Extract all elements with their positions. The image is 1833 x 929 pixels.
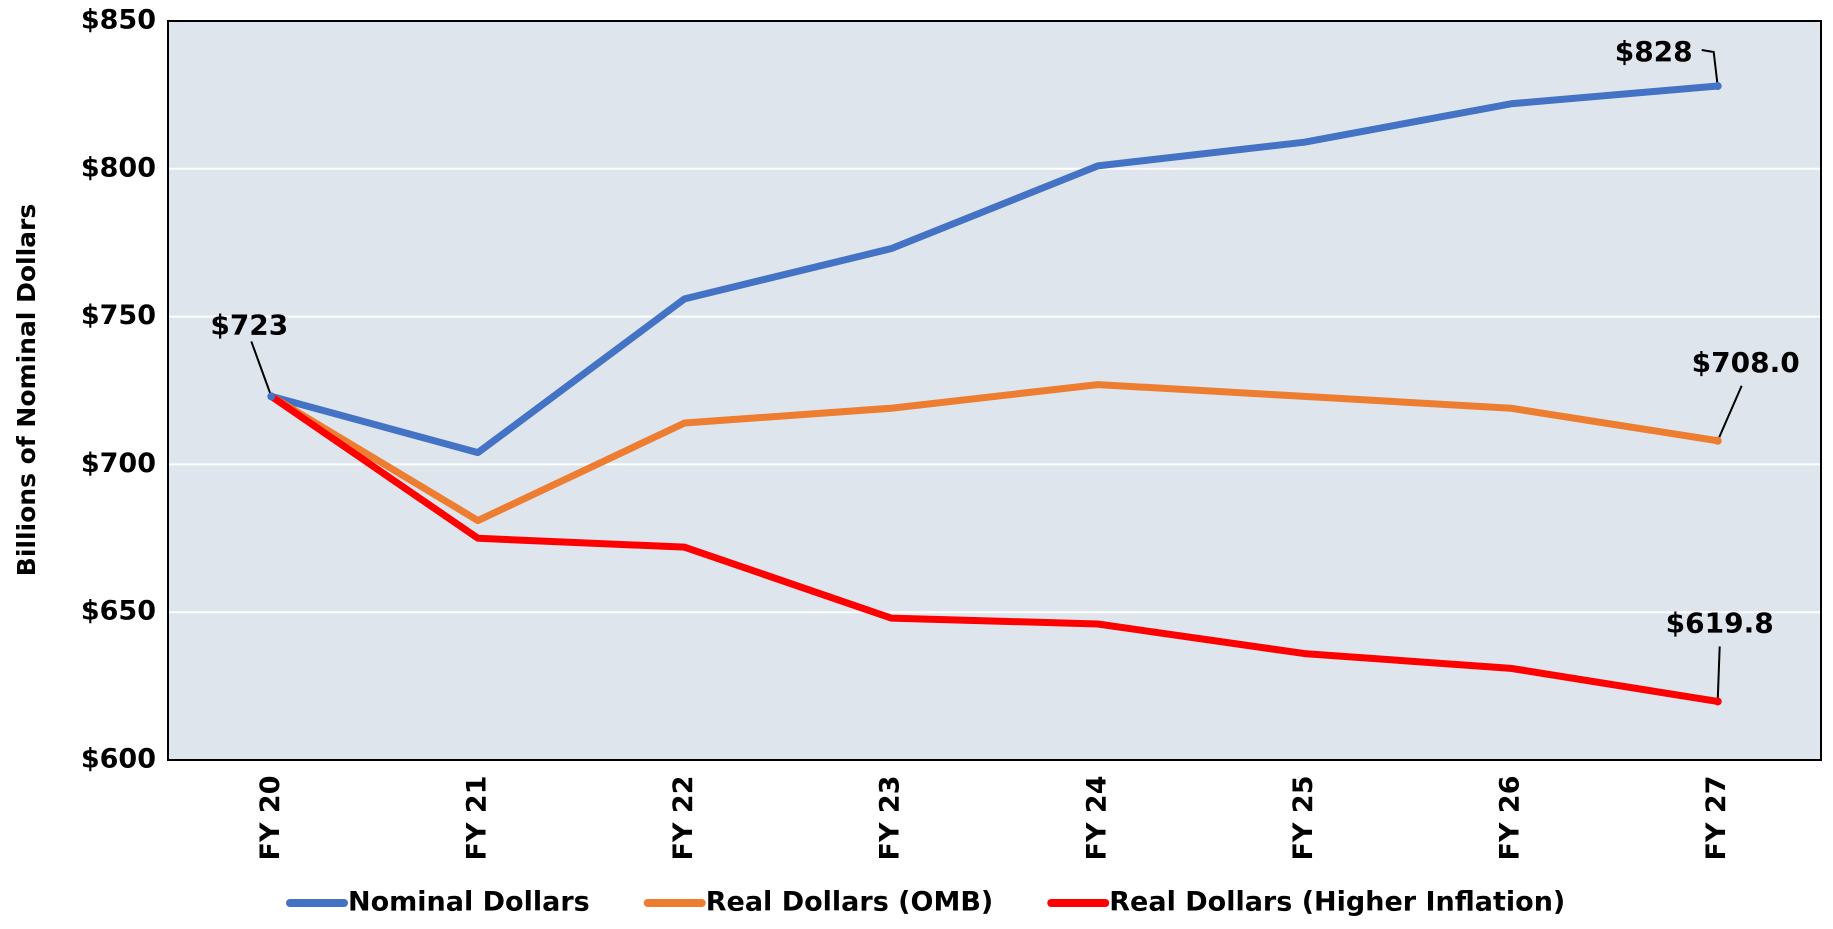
- leader-line: [250, 341, 273, 397]
- legend-label: Real Dollars (Higher Inflation): [1109, 887, 1565, 918]
- leader-line: [1716, 385, 1743, 442]
- leader-line: [1701, 49, 1719, 87]
- x-tick-label: FY 21: [461, 776, 492, 861]
- x-tick-label: FY 26: [1495, 776, 1526, 861]
- plot-border: [167, 20, 1822, 761]
- point-marker: [1713, 436, 1722, 445]
- x-tick-label: FY 25: [1288, 776, 1319, 861]
- x-tick-label: FY 20: [255, 776, 286, 861]
- plot-area: [168, 21, 1821, 760]
- series-line: [269, 381, 1719, 525]
- y-tick-label: $600: [81, 744, 156, 775]
- series-line: [270, 82, 1718, 457]
- x-tick-label: FY 23: [875, 776, 906, 861]
- x-tick-label: FY 27: [1701, 776, 1732, 861]
- legend-label: Real Dollars (OMB): [706, 887, 994, 918]
- data-label: $723: [210, 308, 288, 341]
- series-line: [269, 393, 1719, 705]
- leader-line: [1716, 646, 1721, 702]
- point-marker: [1713, 697, 1722, 706]
- x-tick-label: FY 22: [668, 776, 699, 861]
- point-marker: [267, 392, 276, 401]
- y-axis-title: Billions of Nominal Dollars: [12, 204, 41, 576]
- y-tick-label: $650: [81, 596, 156, 627]
- data-label: $828: [1615, 35, 1693, 68]
- point-marker: [1713, 82, 1722, 91]
- legend-label: Nominal Dollars: [348, 887, 590, 918]
- data-label: $708.0: [1692, 346, 1800, 379]
- x-tick-label: FY 24: [1081, 776, 1112, 861]
- y-tick-label: $700: [81, 448, 156, 479]
- y-tick-label: $750: [81, 300, 156, 331]
- y-tick-label: $800: [81, 152, 156, 183]
- data-label: $619.8: [1666, 606, 1774, 639]
- y-tick-label: $850: [81, 5, 156, 36]
